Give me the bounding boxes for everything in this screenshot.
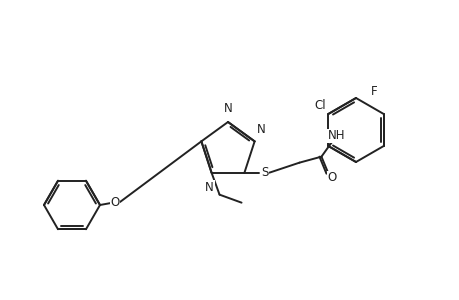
Text: F: F: [370, 85, 376, 98]
Text: O: O: [327, 171, 336, 184]
Text: N: N: [205, 181, 213, 194]
Text: N: N: [257, 123, 265, 136]
Text: O: O: [110, 196, 119, 208]
Text: N: N: [223, 102, 232, 115]
Text: S: S: [260, 166, 268, 179]
Text: NH: NH: [327, 129, 344, 142]
Text: Cl: Cl: [314, 98, 325, 112]
